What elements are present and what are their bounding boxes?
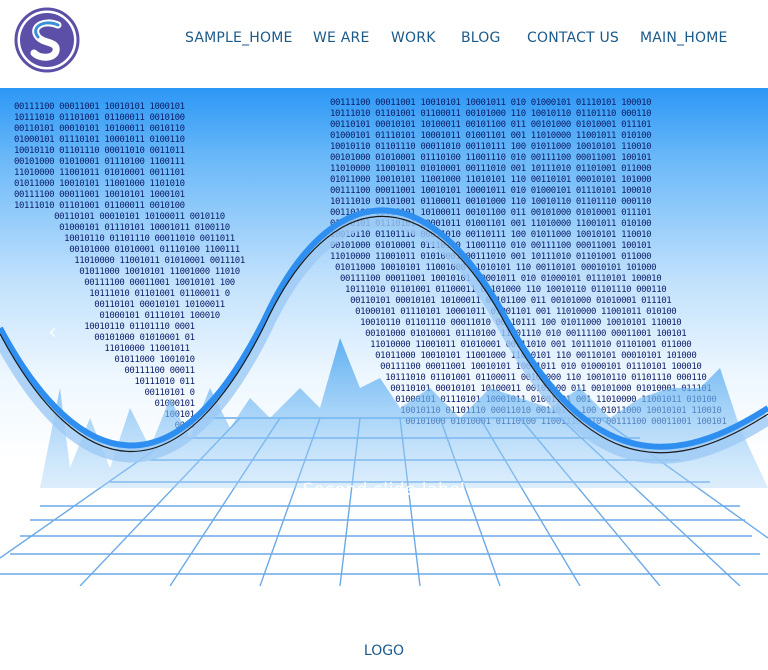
site-footer: LOGO bbox=[0, 586, 768, 670]
site-header: SAMPLE_HOME WE ARE WORK BLOG CONTACT US … bbox=[0, 0, 768, 88]
main-nav: SAMPLE_HOME WE ARE WORK BLOG CONTACT US … bbox=[0, 30, 768, 50]
nav-link-sample-home[interactable]: SAMPLE_HOME bbox=[185, 30, 293, 46]
footer-logo-text[interactable]: LOGO bbox=[363, 643, 405, 659]
nav-link-we-are[interactable]: WE ARE bbox=[313, 30, 370, 46]
nav-link-contact-us[interactable]: CONTACT US bbox=[527, 30, 619, 46]
s-circle-logo-icon[interactable] bbox=[14, 7, 80, 73]
hero-illustration bbox=[0, 207, 768, 586]
nav-link-work[interactable]: WORK bbox=[391, 30, 436, 46]
hero-carousel: 00111100 00011001 10010101 1000101 10111… bbox=[0, 88, 768, 586]
slide-label: Second slide label bbox=[302, 480, 466, 500]
chevron-left-icon[interactable]: ‹ bbox=[48, 320, 57, 345]
nav-link-blog[interactable]: BLOG bbox=[461, 30, 501, 46]
nav-link-main-home[interactable]: MAIN_HOME bbox=[640, 30, 728, 46]
